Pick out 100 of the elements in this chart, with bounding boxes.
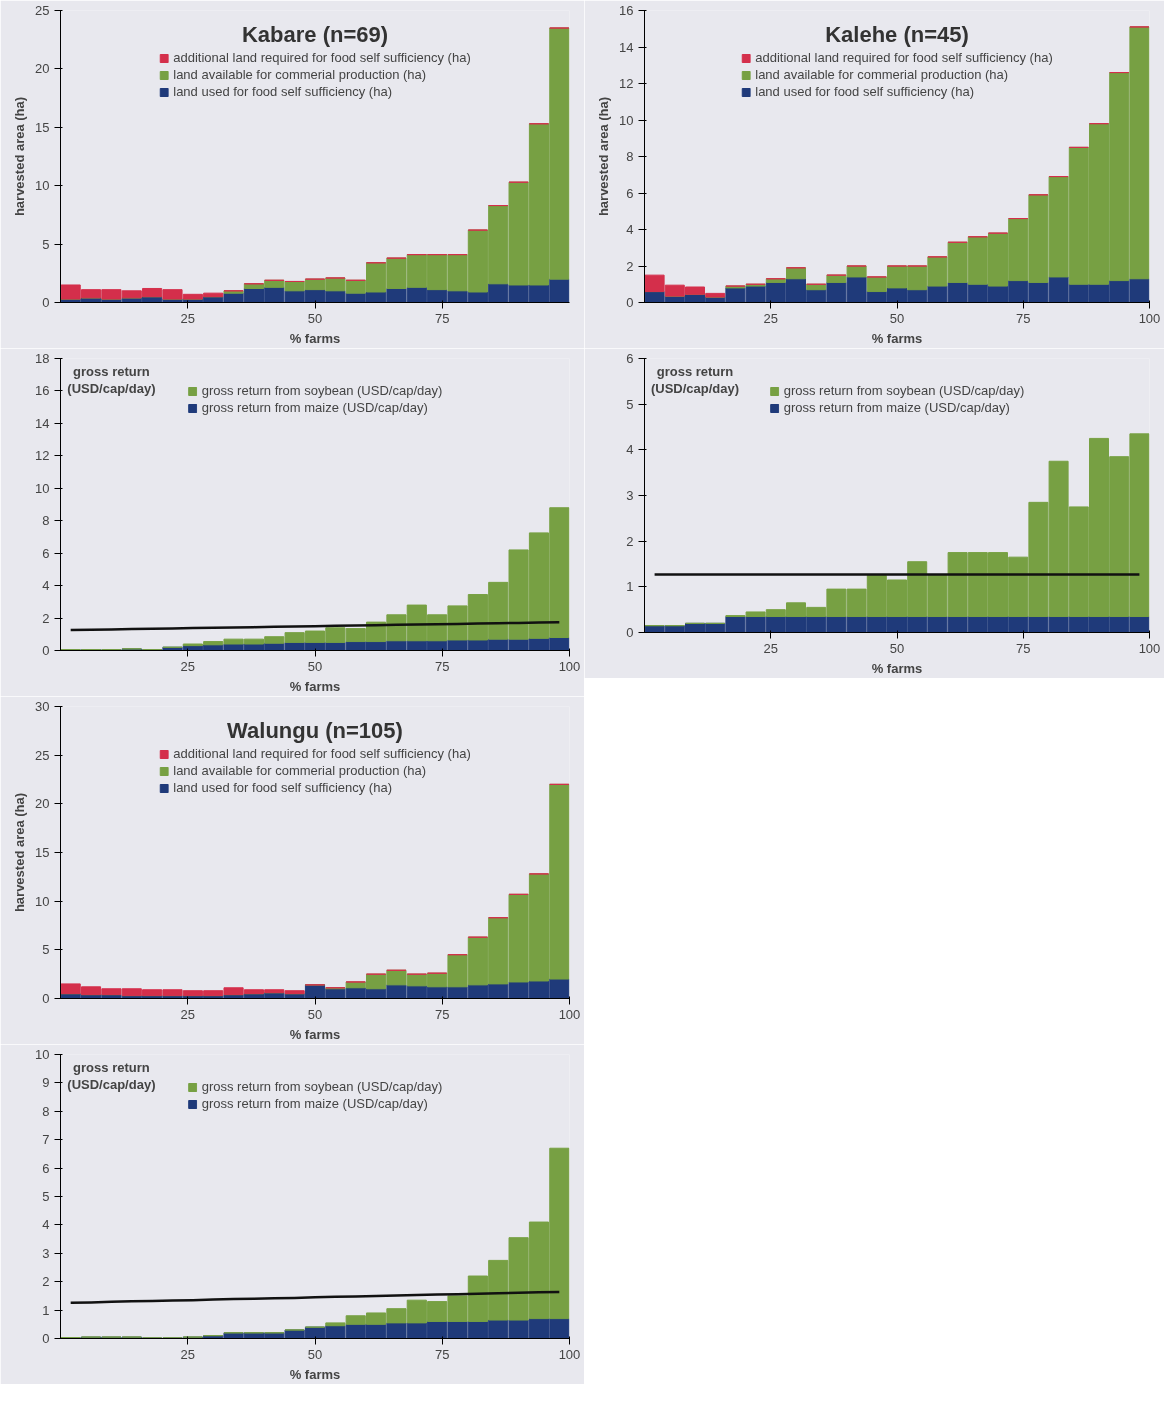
- legend-label: gross return from maize (USD/cap/day): [201, 1096, 428, 1111]
- y-axis-title: harvested area (ha): [12, 792, 28, 913]
- x-tick-label: 25: [763, 640, 778, 656]
- x-tick-label: 50: [307, 1006, 323, 1022]
- y-tick-label: 8: [42, 1103, 50, 1119]
- annotation: gross return (USD/cap/day): [650, 363, 740, 396]
- y-tick-label: 10: [619, 112, 634, 128]
- legend-label: land available for commerial production (ha): [173, 763, 427, 778]
- y-tick-label: 1: [626, 579, 634, 595]
- x-tick-label: 100: [558, 1346, 581, 1362]
- x-tick-label: 75: [1016, 640, 1031, 656]
- y-tick-label: 10: [35, 1047, 50, 1062]
- x-tick-label: 75: [435, 310, 450, 326]
- y-tick-label: 30: [35, 699, 50, 714]
- y-tick-label: 18: [35, 351, 50, 366]
- x-tick-label: 25: [180, 658, 195, 674]
- y-tick-label: 3: [626, 488, 634, 503]
- y-tick-label: 0: [42, 643, 50, 658]
- x-tick-label: 50: [889, 640, 905, 656]
- y-tick-label: 6: [626, 351, 634, 366]
- x-tick-label: 100: [1138, 310, 1161, 326]
- y-tick-label: 8: [626, 149, 634, 164]
- y-tick-label: 16: [619, 3, 634, 18]
- legend-label: land available for commerial production (ha): [173, 67, 427, 82]
- legend-label: additional land required for food self sufficiency (ha): [755, 50, 1053, 65]
- y-tick-label: 0: [42, 991, 50, 1006]
- y-tick-label: 4: [626, 222, 634, 237]
- y-tick-label: 14: [619, 39, 634, 55]
- y-tick-label: 4: [626, 442, 634, 458]
- y-tick-label: 3: [42, 1245, 50, 1261]
- y-tick-label: 0: [626, 625, 634, 640]
- x-tick-label: 75: [435, 658, 450, 674]
- legend-label: land used for food self sufficiency (ha): [173, 780, 392, 795]
- legend-label: land available for commerial production (ha): [755, 67, 1009, 82]
- x-tick-label: 75: [435, 1346, 450, 1362]
- y-tick-label: 12: [619, 76, 634, 91]
- y-tick-label: 12: [35, 448, 50, 464]
- y-tick-label: 4: [42, 1217, 50, 1233]
- legend-label: gross return from soybean (USD/cap/day): [201, 383, 443, 398]
- x-axis-title: % farms: [289, 1026, 341, 1042]
- x-tick-label: 50: [307, 310, 323, 326]
- y-tick-label: 6: [626, 185, 634, 201]
- y-tick-label: 16: [35, 383, 50, 399]
- y-tick-label: 6: [42, 545, 50, 561]
- annotation: gross return (USD/cap/day): [67, 364, 156, 397]
- y-tick-label: 10: [35, 178, 50, 194]
- text: Kalehe (n=45): [825, 22, 969, 48]
- y-tick-label: 20: [35, 61, 50, 77]
- y-tick-label: 0: [626, 295, 634, 310]
- legend-label: gross return from maize (USD/cap/day): [201, 400, 428, 415]
- y-tick-label: 25: [35, 3, 50, 18]
- y-tick-label: 2: [42, 1274, 50, 1290]
- x-axis-title: % farms: [289, 330, 341, 346]
- legend-label: gross return from soybean (USD/cap/day): [201, 1079, 443, 1094]
- x-tick-label: 100: [558, 658, 581, 674]
- legend-label: gross return from soybean (USD/cap/day): [783, 383, 1025, 398]
- y-tick-label: 14: [35, 415, 50, 431]
- x-tick-label: 50: [889, 310, 905, 326]
- legend-label: gross return from maize (USD/cap/day): [783, 400, 1010, 415]
- y-tick-label: 10: [35, 480, 50, 496]
- x-tick-label: 25: [180, 310, 195, 326]
- y-tick-label: 0: [42, 295, 50, 310]
- y-tick-label: 4: [42, 578, 50, 594]
- x-tick-label: 25: [180, 1346, 195, 1362]
- y-tick-label: 20: [35, 796, 50, 812]
- legend-label: additional land required for food self sufficiency (ha): [173, 746, 471, 761]
- x-axis-title: % farms: [289, 1366, 341, 1382]
- text: Kabare (n=69): [241, 22, 389, 48]
- x-tick-label: 100: [558, 1006, 581, 1022]
- x-tick-label: 50: [307, 658, 323, 674]
- y-tick-label: 1: [42, 1302, 50, 1318]
- legend-label: land used for food self sufficiency (ha): [755, 84, 974, 99]
- y-tick-label: 2: [626, 533, 634, 549]
- y-tick-label: 2: [42, 610, 50, 626]
- y-axis-title: harvested area (ha): [596, 96, 612, 217]
- y-tick-label: 9: [42, 1075, 50, 1091]
- x-axis-title: % farms: [289, 678, 341, 694]
- x-tick-label: 50: [307, 1346, 323, 1362]
- legend-label: additional land required for food self sufficiency (ha): [173, 50, 471, 65]
- x-tick-label: 100: [1138, 640, 1161, 656]
- text: Walungu (n=105): [227, 718, 403, 744]
- x-axis-title: % farms: [871, 660, 923, 676]
- y-tick-label: 5: [626, 396, 634, 412]
- y-tick-label: 8: [42, 513, 50, 529]
- y-tick-label: 15: [35, 119, 50, 135]
- x-tick-label: 75: [1016, 310, 1031, 326]
- y-tick-label: 5: [42, 236, 50, 252]
- annotation: gross return (USD/cap/day): [67, 1060, 156, 1093]
- legend-label: land used for food self sufficiency (ha): [173, 84, 392, 99]
- y-tick-label: 6: [42, 1160, 50, 1176]
- x-axis-title: % farms: [871, 330, 923, 346]
- y-tick-label: 10: [35, 893, 50, 909]
- y-tick-label: 15: [35, 845, 50, 860]
- x-tick-label: 25: [180, 1006, 195, 1022]
- x-tick-label: 75: [435, 1006, 450, 1022]
- y-tick-label: 25: [35, 747, 50, 763]
- y-tick-label: 5: [42, 942, 50, 958]
- y-axis-title: harvested area (ha): [12, 96, 28, 217]
- y-tick-label: 2: [626, 258, 634, 274]
- y-tick-label: 7: [42, 1132, 50, 1148]
